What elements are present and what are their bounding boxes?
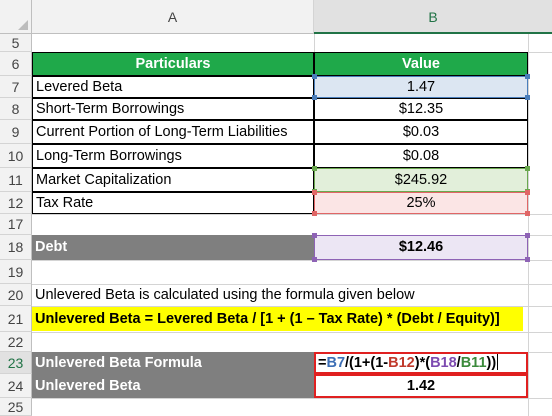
value-tax-rate[interactable]: 25%	[314, 192, 528, 214]
formula-ref-b12: B12	[388, 355, 415, 371]
ref-handle-b7[interactable]	[312, 74, 317, 79]
ref-handle-b11[interactable]	[525, 166, 530, 171]
value-short-term-borrowings[interactable]: $12.35	[314, 98, 528, 120]
ref-handle-b7[interactable]	[525, 74, 530, 79]
table-header-particulars[interactable]: Particulars	[32, 52, 314, 76]
column-header-a[interactable]: A	[32, 0, 314, 34]
ref-handle-b18[interactable]	[525, 233, 530, 238]
value-long-term-borrowings[interactable]: $0.08	[314, 144, 528, 168]
column-a-label: A	[167, 9, 178, 25]
column-header-b[interactable]: B	[314, 0, 552, 34]
label-levered-beta[interactable]: Levered Beta	[32, 76, 314, 98]
row-header-23[interactable]: 23	[0, 352, 32, 374]
ref-handle-b18[interactable]	[312, 233, 317, 238]
column-b-label: B	[428, 9, 438, 25]
select-all-triangle-icon	[18, 20, 28, 30]
row-header-25[interactable]: 25	[0, 398, 32, 416]
formula-ref-b18: B18	[430, 355, 457, 371]
label-unlevered-beta-formula[interactable]: Unlevered Beta Formula	[32, 352, 314, 374]
ref-handle-b12[interactable]	[525, 190, 530, 195]
select-all-corner[interactable]	[0, 0, 32, 34]
label-debt[interactable]: Debt	[32, 235, 314, 260]
note-text[interactable]: Unlevered Beta is calculated using the f…	[35, 287, 415, 303]
row-header-7[interactable]: 7	[0, 76, 32, 98]
row-header-9[interactable]: 9	[0, 120, 32, 144]
label-long-term-borrowings[interactable]: Long-Term Borrowings	[32, 144, 314, 168]
ref-handle-b18[interactable]	[312, 257, 317, 262]
ref-handle-b12[interactable]	[312, 211, 317, 216]
ref-handle-b7[interactable]	[525, 95, 530, 100]
row-header-22[interactable]: 22	[0, 332, 32, 352]
row-header-8[interactable]: 8	[0, 98, 32, 120]
gridline	[32, 214, 552, 215]
gridline	[32, 306, 552, 307]
row-header-24[interactable]: 24	[0, 374, 32, 398]
row-header-21[interactable]: 21	[0, 306, 32, 332]
value-levered-beta[interactable]: 1.47	[314, 76, 528, 98]
formula-ref-b11: B11	[460, 355, 487, 371]
formula-equals: =	[318, 355, 327, 371]
gridline	[314, 34, 315, 52]
gridline	[528, 34, 529, 416]
label-current-portion-ltl[interactable]: Current Portion of Long-Term Liabilities	[32, 120, 314, 144]
formula-ref-b7: B7	[326, 355, 346, 371]
table-header-value[interactable]: Value	[314, 52, 528, 76]
gridline	[32, 398, 552, 399]
row-header-11[interactable]: 11	[0, 168, 32, 192]
text-cursor	[497, 354, 499, 370]
formula-part: /	[456, 355, 461, 371]
value-market-capitalization[interactable]: $245.92	[314, 168, 528, 192]
label-tax-rate[interactable]: Tax Rate	[32, 192, 314, 214]
row-header-17[interactable]: 17	[0, 214, 32, 235]
row-header-10[interactable]: 10	[0, 144, 32, 168]
formula-description[interactable]: Unlevered Beta = Levered Beta / [1 + (1 …	[32, 307, 523, 331]
ref-handle-b11[interactable]	[312, 166, 317, 171]
formula-part: ))	[486, 355, 497, 371]
row-header-12[interactable]: 12	[0, 192, 32, 214]
label-unlevered-beta[interactable]: Unlevered Beta	[32, 374, 314, 398]
ref-handle-b12[interactable]	[525, 211, 530, 216]
row-header-18[interactable]: 18	[0, 235, 32, 260]
value-debt[interactable]: $12.46	[314, 235, 528, 260]
gridline	[32, 260, 552, 261]
formula-part: /(1+(1-	[345, 355, 389, 371]
formula-part: )*(	[414, 355, 431, 371]
value-unlevered-beta[interactable]: 1.42	[314, 374, 528, 398]
value-current-portion-ltl[interactable]: $0.03	[314, 120, 528, 144]
gridline	[32, 284, 552, 285]
row-header-6[interactable]: 6	[0, 52, 32, 76]
row-header-19[interactable]: 19	[0, 260, 32, 284]
row-header-5[interactable]: 5	[0, 34, 32, 52]
label-market-capitalization[interactable]: Market Capitalization	[32, 168, 314, 192]
gridline	[32, 332, 552, 333]
ref-handle-b12[interactable]	[312, 190, 317, 195]
label-short-term-borrowings[interactable]: Short-Term Borrowings	[32, 98, 314, 120]
formula-edit-cell[interactable]: =B7/(1+(1-B12)*(B18/B11))	[314, 352, 528, 374]
ref-handle-b7[interactable]	[312, 95, 317, 100]
ref-handle-b18[interactable]	[525, 257, 530, 262]
row-header-20[interactable]: 20	[0, 284, 32, 306]
